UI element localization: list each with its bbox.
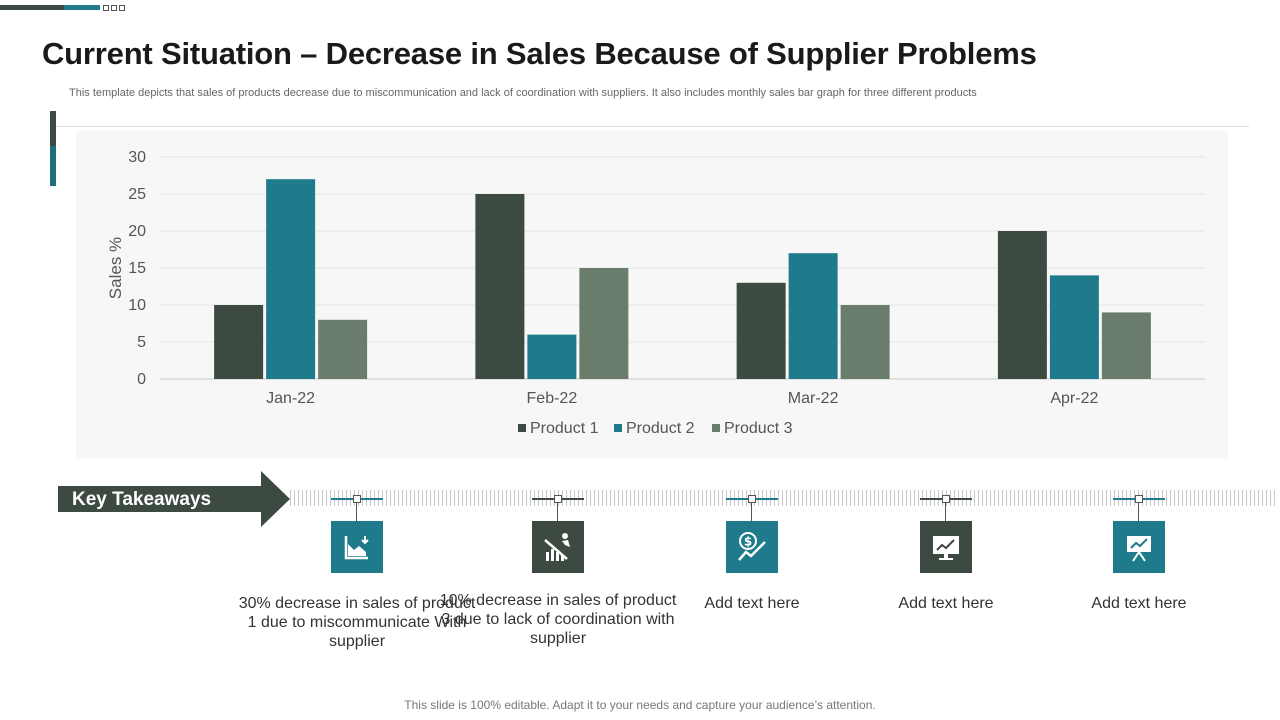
dollar-trend-icon: $ <box>726 521 778 573</box>
top-accent-bar-teal <box>64 5 100 10</box>
y-tick-label: 25 <box>128 186 146 203</box>
x-tick-label: Jan-22 <box>266 390 315 407</box>
y-tick-label: 15 <box>128 260 146 277</box>
key-takeaways-arrow <box>58 471 290 527</box>
takeaway-item: 30% decrease in sales of product 1 due t… <box>237 492 477 682</box>
bar-product-1-apr-22 <box>997 231 1047 379</box>
x-tick-label: Apr-22 <box>1050 390 1098 407</box>
falling-sales-icon <box>532 521 584 573</box>
y-axis-label: Sales % <box>106 237 125 299</box>
takeaway-item: 10% decrease in sales of product 3 due t… <box>438 492 678 682</box>
y-tick-label: 20 <box>128 223 146 240</box>
takeaway-text: Add text here <box>898 595 994 612</box>
svg-text:$: $ <box>744 535 752 549</box>
title-divider <box>52 126 1249 127</box>
legend-label: Product 3 <box>724 420 793 437</box>
takeaway-item: Add text here <box>1019 492 1259 682</box>
timeline-node <box>942 495 950 503</box>
bar-product-3-feb-22 <box>579 268 629 379</box>
y-tick-label: 30 <box>128 149 146 166</box>
bar-product-1-feb-22 <box>475 194 525 379</box>
takeaway-text: 30% decrease in sales of product 1 due t… <box>238 595 476 650</box>
timeline-node <box>748 495 756 503</box>
page-subtitle: This template depicts that sales of prod… <box>69 87 977 99</box>
monitor-chart-icon <box>920 521 972 573</box>
bar-product-2-jan-22 <box>266 179 316 379</box>
timeline-ticks <box>290 490 1278 506</box>
legend-label: Product 1 <box>530 420 599 437</box>
timeline-node <box>1135 495 1143 503</box>
bar-product-3-jan-22 <box>318 319 368 379</box>
timeline-stem <box>945 502 946 521</box>
legend-swatch <box>614 424 622 432</box>
legend-swatch <box>712 424 720 432</box>
timeline-node <box>353 495 361 503</box>
legend-label: Product 2 <box>626 420 695 437</box>
timeline-stem <box>557 502 558 521</box>
chart-decrease-icon <box>331 521 383 573</box>
presentation-board-icon <box>1113 521 1165 573</box>
bar-product-3-apr-22 <box>1101 312 1151 379</box>
bar-product-2-feb-22 <box>527 334 577 379</box>
y-tick-label: 0 <box>137 371 146 388</box>
side-accent-bar <box>50 111 56 186</box>
y-tick-label: 5 <box>137 334 146 351</box>
takeaway-text: Add text here <box>704 595 800 612</box>
timeline-stem <box>751 502 752 521</box>
takeaway-item: $ Add text here <box>632 492 872 682</box>
key-takeaways-label: Key Takeaways <box>72 489 212 510</box>
top-accent-bar <box>0 5 100 10</box>
bar-product-2-mar-22 <box>788 253 838 379</box>
bar-product-2-apr-22 <box>1049 275 1099 379</box>
page-title: Current Situation – Decrease in Sales Be… <box>42 36 1037 71</box>
footer-note: This slide is 100% editable. Adapt it to… <box>404 698 876 712</box>
legend-swatch <box>518 424 526 432</box>
timeline-node <box>554 495 562 503</box>
timeline-stem <box>1138 502 1139 521</box>
x-tick-label: Feb-22 <box>527 390 578 407</box>
top-accent-boxes <box>103 5 125 11</box>
x-tick-label: Mar-22 <box>788 390 839 407</box>
bar-product-3-mar-22 <box>840 305 890 379</box>
takeaway-text: Add text here <box>1091 595 1187 612</box>
sales-bar-chart: 0 5 10 15 20 25 30 Sales % Jan-22 Feb-22 Mar-22 Apr… <box>106 149 1205 437</box>
y-tick-label: 10 <box>128 297 146 314</box>
takeaway-text: 10% decrease in sales of product 3 due t… <box>439 592 677 647</box>
bar-product-1-jan-22 <box>214 305 264 379</box>
timeline-stem <box>356 502 357 521</box>
bar-product-1-mar-22 <box>736 282 786 379</box>
takeaway-item: Add text here <box>826 492 1066 682</box>
